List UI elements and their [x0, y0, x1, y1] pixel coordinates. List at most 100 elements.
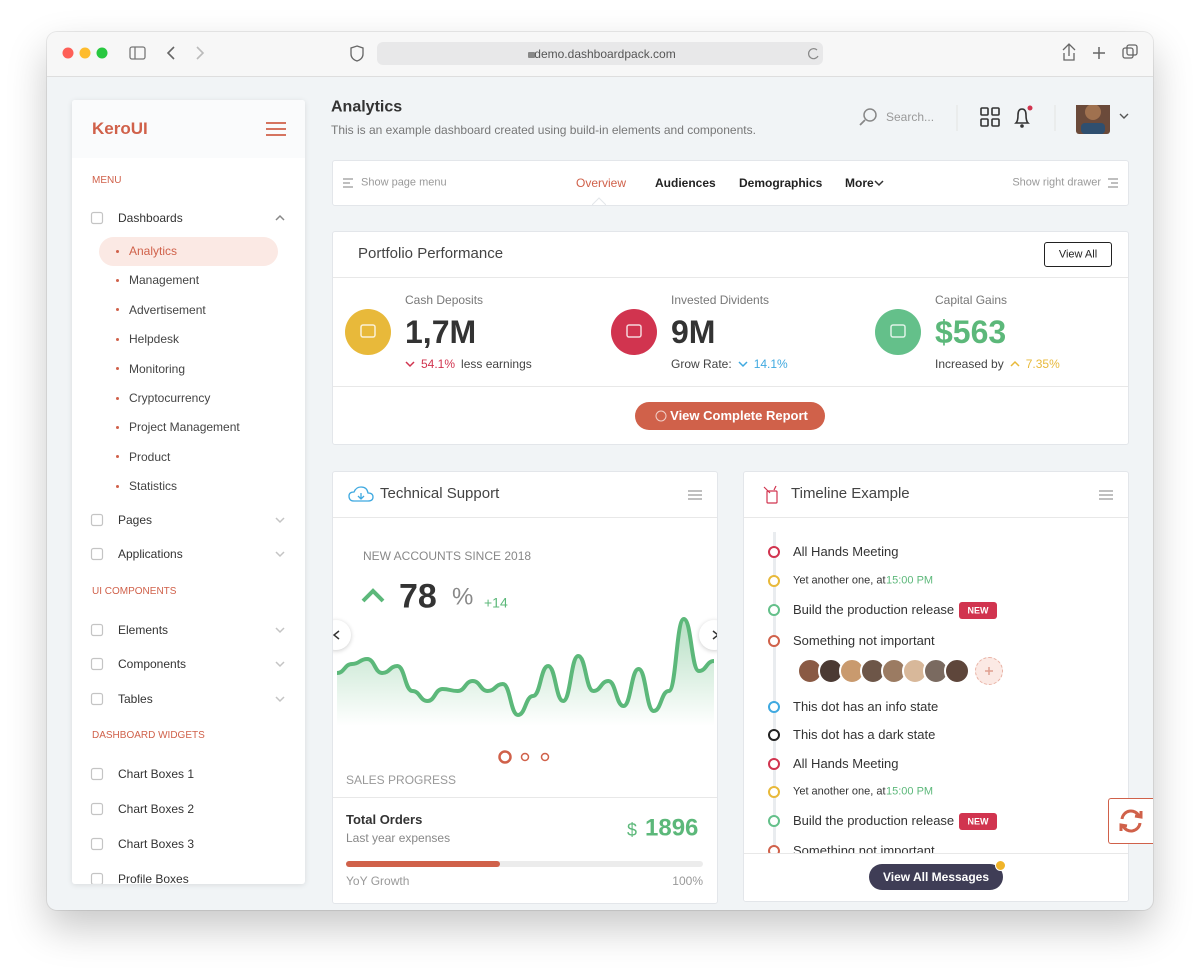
timeline-title: Something not important — [793, 633, 935, 649]
submenu-item[interactable]: Advertisement — [129, 302, 206, 317]
icon-part — [655, 410, 667, 422]
menu-item[interactable]: Profile Boxes — [118, 871, 189, 884]
stat-label: Invested Dividents — [671, 292, 770, 307]
menu-heading: UI COMPONENTS — [92, 586, 177, 597]
menu-icon — [90, 657, 104, 671]
submenu-item[interactable]: Monitoring — [129, 361, 186, 376]
new-tab-icon[interactable] — [1093, 47, 1105, 59]
view-messages-button[interactable]: View All Messages — [869, 864, 1003, 890]
submenu-item[interactable]: Statistics — [129, 478, 178, 493]
menu-icon — [343, 178, 353, 188]
menu-item[interactable]: Tables — [118, 691, 153, 706]
report-button[interactable]: View Complete Report — [635, 402, 825, 430]
prev-button[interactable] — [333, 620, 351, 650]
icon-part — [90, 767, 104, 781]
share-icon[interactable] — [1062, 43, 1076, 61]
menu-item[interactable]: Dashboards — [118, 210, 183, 225]
menu-item[interactable]: Applications — [118, 546, 183, 561]
next-button[interactable] — [699, 620, 717, 650]
menu-item[interactable]: Elements — [118, 622, 169, 637]
timeline-dot — [768, 815, 780, 827]
back-button[interactable] — [166, 46, 175, 60]
menu-icon — [90, 872, 104, 884]
big-unit: % — [452, 583, 474, 611]
sidebar-toggle[interactable] — [129, 46, 146, 60]
icon-part — [90, 547, 104, 561]
forward-button[interactable] — [196, 46, 205, 60]
submenu-item[interactable]: Helpdesk — [129, 331, 180, 346]
icon-part — [90, 837, 104, 851]
tabs-icon[interactable] — [1122, 47, 1134, 59]
stat-change: Grow Rate: 14.1% — [671, 356, 788, 372]
shield-icon[interactable] — [350, 45, 364, 62]
menu-bullet — [116, 278, 119, 282]
submenu-item[interactable]: Project Management — [129, 420, 240, 435]
hamburger[interactable] — [265, 122, 287, 136]
tab[interactable]: Demographics — [739, 175, 823, 190]
page-menu-toggle[interactable]: Show page menu — [361, 176, 447, 189]
zoom-button[interactable] — [96, 47, 108, 59]
menu-icon — [90, 623, 104, 637]
icon-part — [275, 551, 285, 558]
reload-icon[interactable] — [808, 48, 819, 60]
card-header-border — [744, 517, 1128, 518]
menu-bullet — [116, 249, 119, 253]
tabs-bar: Show page menu Overview Audiences Demograph… — [332, 160, 1129, 206]
menu-chevron — [275, 627, 285, 634]
submenu-item[interactable]: Analytics — [129, 243, 178, 258]
submenu-item[interactable]: Cryptocurrency — [129, 390, 211, 405]
url-bar[interactable] — [377, 42, 823, 65]
timeline-icon — [763, 485, 778, 504]
view-all-button[interactable]: View All — [1044, 242, 1112, 267]
timeline-dot — [768, 729, 780, 741]
icon-part — [1099, 490, 1113, 500]
orders-value: 1896 — [645, 814, 699, 842]
page-subtitle: This is an example dashboard created usi… — [331, 122, 756, 137]
sparkline-chart — [336, 616, 715, 726]
stat-change: Increased by 7.35% — [935, 356, 1060, 372]
change-value: 7.35% — [1025, 357, 1060, 371]
tabs-icon-back — [1126, 44, 1138, 56]
add-avatar[interactable] — [975, 657, 1003, 685]
right-drawer-toggle[interactable]: Show right drawer — [1012, 176, 1101, 189]
change-arrow — [738, 361, 748, 368]
minimize-button[interactable] — [79, 47, 91, 59]
submenu-item[interactable]: Management — [129, 273, 200, 288]
big-value: 78 — [399, 577, 437, 616]
card-title: Timeline Example — [791, 485, 910, 502]
area — [337, 619, 714, 726]
tab[interactable]: Overview — [576, 175, 627, 190]
timeline-dot — [768, 604, 780, 616]
close-button[interactable] — [62, 47, 74, 59]
icon-part — [626, 324, 642, 338]
lock-icon — [528, 52, 535, 58]
menu-item[interactable]: Pages — [118, 512, 153, 527]
icon-part — [90, 513, 104, 527]
timeline-title: This dot has a dark state — [793, 727, 936, 743]
icon-part — [275, 696, 285, 703]
menu-item[interactable]: Chart Boxes 2 — [118, 801, 195, 816]
progress-track — [346, 861, 703, 867]
search-icon[interactable] — [863, 108, 877, 122]
tab[interactable]: More — [845, 175, 874, 190]
timeline-dot — [768, 635, 780, 647]
sidebar: KeroUI MENU Dashboards Analytics Management A… — [72, 100, 305, 884]
apps-icon[interactable] — [980, 107, 989, 116]
bell-icon[interactable] — [1014, 108, 1030, 124]
menu-item[interactable]: Chart Boxes 3 — [118, 836, 195, 851]
menu-item[interactable]: Chart Boxes 1 — [118, 766, 195, 781]
menu-chevron — [275, 696, 285, 703]
tab[interactable]: Audiences — [655, 175, 716, 190]
refresh-arcs — [1120, 809, 1142, 833]
menu-item[interactable]: Components — [118, 656, 187, 671]
search-input[interactable]: Search... — [886, 109, 935, 124]
icon-part — [90, 623, 104, 637]
arrow — [333, 630, 340, 640]
menu-icon — [90, 211, 104, 225]
timeline-title: Build the production release — [793, 602, 955, 618]
card-menu — [1099, 490, 1113, 500]
avatar-face — [1085, 105, 1101, 120]
refresh-button[interactable] — [1108, 798, 1153, 844]
submenu-item[interactable]: Product — [129, 449, 171, 464]
avatar-chevron[interactable] — [1119, 113, 1129, 119]
